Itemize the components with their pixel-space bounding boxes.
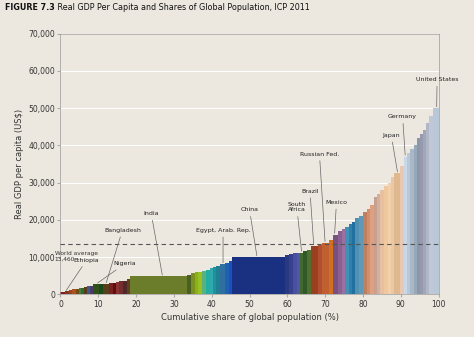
Bar [426, 123, 429, 294]
Bar [300, 252, 303, 294]
Bar [289, 254, 293, 294]
Bar [65, 291, 69, 294]
Bar [419, 134, 423, 294]
Bar [216, 266, 219, 294]
Text: Russian Fed.: Russian Fed. [300, 152, 339, 242]
Bar [329, 240, 333, 294]
Bar [130, 276, 187, 294]
Bar [429, 116, 433, 294]
Text: Japan: Japan [383, 133, 400, 172]
Bar [202, 271, 206, 294]
Bar [394, 173, 401, 294]
Bar [377, 194, 380, 294]
Bar [410, 149, 414, 294]
Bar [219, 264, 225, 294]
Bar [81, 288, 84, 294]
Bar [90, 286, 93, 294]
Bar [338, 231, 342, 294]
Bar [127, 279, 130, 294]
Bar [342, 229, 345, 294]
Bar [79, 288, 81, 294]
Bar [404, 156, 407, 294]
Bar [199, 272, 202, 294]
Bar [232, 257, 285, 294]
Bar [374, 197, 377, 294]
Bar [333, 235, 338, 294]
Bar [388, 183, 391, 294]
Bar [433, 108, 438, 294]
Bar [380, 190, 384, 294]
Bar [119, 281, 123, 294]
Bar [69, 290, 72, 294]
Text: South
Africa: South Africa [288, 202, 306, 251]
Bar [195, 272, 199, 294]
Text: Nigeria: Nigeria [98, 262, 136, 283]
Bar [318, 245, 322, 294]
Bar [213, 267, 216, 294]
Bar [384, 186, 388, 294]
Bar [285, 255, 289, 294]
Bar [417, 138, 419, 294]
Text: FIGURE 7.3: FIGURE 7.3 [5, 3, 55, 12]
Bar [352, 222, 356, 294]
X-axis label: Cumulative share of global population (%): Cumulative share of global population (%… [161, 313, 338, 322]
Text: China: China [240, 207, 258, 256]
Bar [297, 253, 300, 294]
Bar [206, 270, 210, 294]
Bar [99, 284, 103, 294]
Bar [367, 209, 370, 294]
Bar [72, 289, 75, 294]
Bar [293, 253, 297, 294]
Text: Egypt, Arab. Rep.: Egypt, Arab. Rep. [196, 228, 250, 263]
Bar [191, 273, 195, 294]
Bar [113, 283, 116, 294]
Bar [303, 251, 307, 294]
Bar [311, 246, 318, 294]
Bar [359, 216, 363, 294]
Text: Real GDP Per Capita and Shares of Global Population, ICP 2011: Real GDP Per Capita and Shares of Global… [55, 3, 309, 12]
Bar [348, 223, 352, 294]
Text: Ethiopia: Ethiopia [66, 257, 100, 290]
Bar [187, 275, 191, 294]
Text: Germany: Germany [388, 114, 417, 155]
Bar [93, 284, 99, 294]
Bar [391, 177, 394, 294]
Bar [229, 261, 232, 294]
Bar [116, 282, 119, 294]
Bar [75, 289, 79, 294]
Bar [84, 287, 87, 294]
Bar [109, 283, 113, 294]
Y-axis label: Real GDP per capita (US$): Real GDP per capita (US$) [15, 109, 24, 219]
Bar [345, 227, 348, 294]
Text: World average
13,460: World average 13,460 [55, 251, 98, 262]
Text: India: India [144, 211, 162, 275]
Bar [210, 268, 213, 294]
Bar [61, 292, 65, 294]
Bar [401, 166, 404, 294]
Bar [87, 286, 90, 294]
Bar [423, 130, 426, 294]
Bar [225, 263, 229, 294]
Bar [370, 205, 374, 294]
Bar [123, 280, 127, 294]
Bar [103, 284, 109, 294]
Bar [407, 153, 410, 294]
Text: United States: United States [416, 77, 458, 107]
Bar [414, 145, 417, 294]
Text: Mexico: Mexico [326, 200, 347, 233]
Text: Brazil: Brazil [301, 189, 319, 245]
Bar [307, 250, 311, 294]
Bar [322, 243, 329, 294]
Text: Bangladesh: Bangladesh [104, 228, 141, 282]
Bar [363, 212, 367, 294]
Bar [356, 218, 359, 294]
